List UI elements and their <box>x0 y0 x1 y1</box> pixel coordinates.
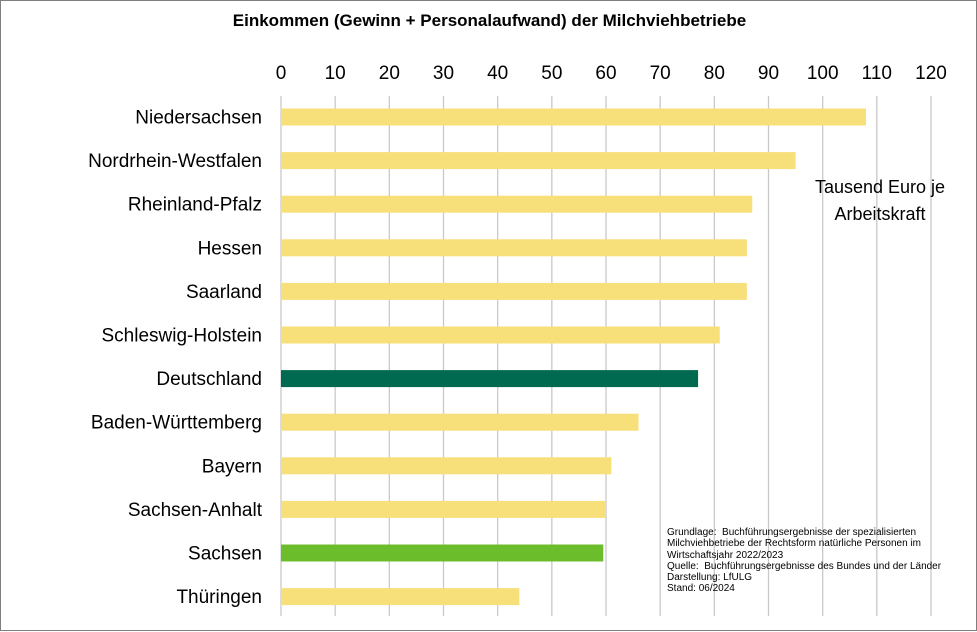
source-line: Quelle: Buchführungsergebnisse des Bunde… <box>667 560 942 572</box>
category-label: Bayern <box>202 456 262 477</box>
x-tick-label: 80 <box>704 63 725 84</box>
bar <box>281 370 699 388</box>
bar <box>281 239 747 257</box>
source-line: Wirtschaftsjahr 2022/2023 <box>667 549 784 561</box>
category-label: Niedersachsen <box>135 108 262 129</box>
bar <box>281 457 612 475</box>
category-label: Sachsen-Anhalt <box>128 500 263 521</box>
x-tick-label: 90 <box>758 63 779 84</box>
category-label: Nordrhein-Westfalen <box>88 151 262 172</box>
x-tick-label: 0 <box>276 63 287 84</box>
x-tick-label: 70 <box>650 63 671 84</box>
x-tick-label: 40 <box>487 63 508 84</box>
category-label: Thüringen <box>176 587 262 608</box>
category-label: Schleswig-Holstein <box>101 326 262 347</box>
x-tick-label: 20 <box>379 63 400 84</box>
bar <box>281 326 720 344</box>
x-tick-label: 30 <box>433 63 454 84</box>
bar <box>281 282 747 300</box>
x-tick-label: 120 <box>915 63 947 84</box>
bar <box>281 413 639 431</box>
bar <box>281 588 520 606</box>
category-label: Sachsen <box>188 544 262 565</box>
source-line: Grundlage: Buchführungsergebnisse der sp… <box>667 527 917 538</box>
source-line: Stand: 06/2024 <box>667 583 735 595</box>
source-note: Grundlage: Buchführungsergebnisse der sp… <box>667 527 972 595</box>
x-tick-label: 60 <box>595 63 616 84</box>
x-tick-label: 100 <box>807 63 839 84</box>
category-label: Hessen <box>198 238 262 259</box>
category-label: Baden-Württemberg <box>91 413 262 434</box>
bar <box>281 152 796 170</box>
x-tick-label: 50 <box>541 63 562 84</box>
source-line: Darstellung: LfULG <box>667 572 753 584</box>
chart-title: Einkommen (Gewinn + Personalaufwand) der… <box>232 11 747 30</box>
bar <box>281 195 753 213</box>
unit-label: Tausend Euro je Arbeitskraft <box>814 177 946 224</box>
bar <box>281 108 866 126</box>
category-label: Saarland <box>186 282 262 303</box>
bar <box>281 544 604 562</box>
x-tick-label: 10 <box>325 63 346 84</box>
source-line: Milchviehbetriebe der Rechtsform natürli… <box>667 538 922 550</box>
bar <box>281 500 606 518</box>
category-label: Rheinland-Pfalz <box>128 195 262 216</box>
x-tick-label: 110 <box>862 63 892 84</box>
category-label: Deutschland <box>156 369 262 390</box>
